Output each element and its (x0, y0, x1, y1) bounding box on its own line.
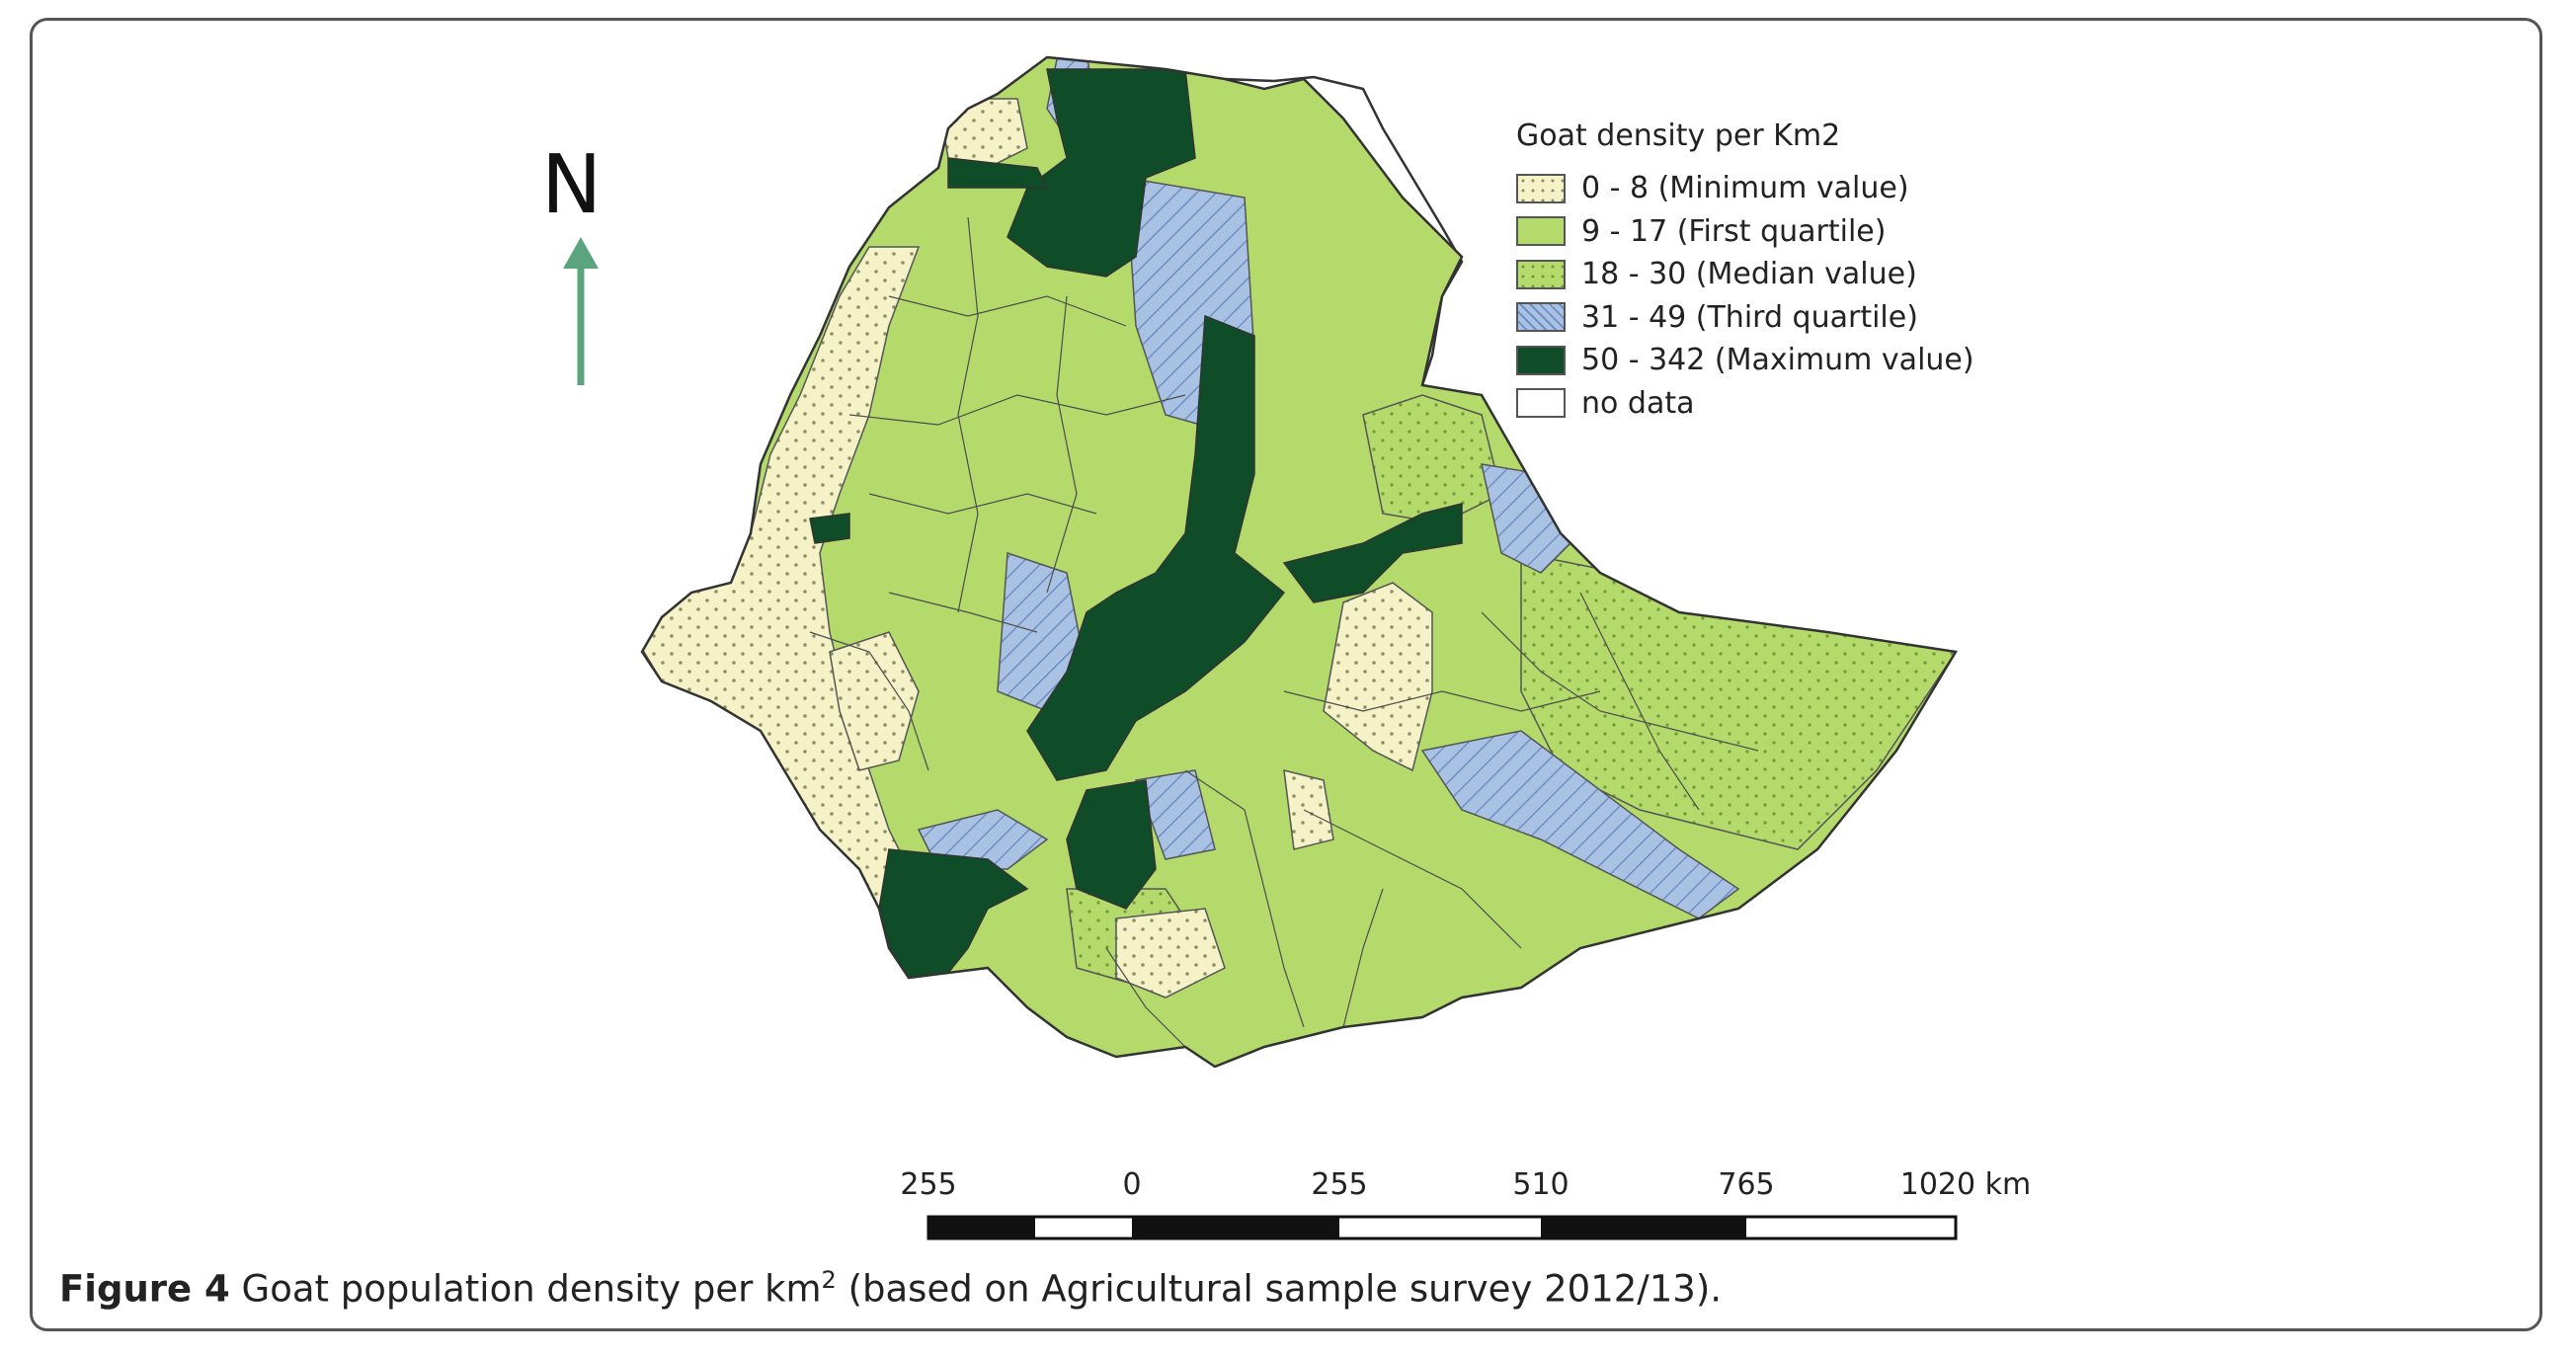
region-northeast-median (1362, 394, 1502, 524)
legend-item-first-quartile: 9 - 17 (First quartile) (1516, 210, 1974, 254)
scale-segment-2 (1132, 1217, 1339, 1238)
legend-label: 9 - 17 (First quartile) (1581, 213, 1887, 249)
region-east-third-quartile-b (1420, 730, 1740, 919)
caption-superscript: 2 (821, 1266, 837, 1294)
region-central-maximum (1026, 314, 1286, 781)
legend-item-third-quartile: 31 - 49 (Third quartile) (1516, 296, 1974, 340)
scale-segment-3 (1541, 1217, 1746, 1238)
region-south-third-quartile (1134, 769, 1216, 860)
region-south-maximum (1066, 779, 1157, 910)
admin-boundaries (809, 216, 1759, 1048)
figure-label: Figure 4 (59, 1267, 230, 1311)
legend-swatch-median (1516, 259, 1566, 289)
legend-label: 0 - 8 (Minimum value) (1581, 171, 1909, 206)
caption-text-end: (based on Agricultural sample survey 201… (836, 1267, 1723, 1311)
region-central-minimum (829, 631, 920, 771)
legend-label: 18 - 30 (Median value) (1581, 257, 1917, 292)
legend-swatch-first-quartile (1516, 216, 1566, 247)
legend-label: 50 - 342 (Maximum value) (1581, 343, 1974, 378)
country-outline (640, 55, 1959, 1069)
legend-item-maximum: 50 - 342 (Maximum value) (1516, 339, 1974, 382)
north-label: N (541, 138, 603, 232)
region-east-minimum (1323, 582, 1433, 772)
figure-caption: Figure 4 Goat population density per km2… (59, 1266, 1722, 1310)
scale-segment-1 (928, 1217, 1035, 1238)
legend-label: no data (1581, 385, 1695, 421)
legend-item-minimum: 0 - 8 (Minimum value) (1516, 167, 1974, 210)
map-legend: Goat density per Km2 0 - 8 (Minimum valu… (1516, 119, 1974, 425)
region-south-minimum (1115, 908, 1226, 999)
legend-swatch-no-data (1516, 388, 1566, 419)
north-arrow-icon (563, 237, 599, 385)
scale-label-1020-km: 1020 km (1899, 1167, 2032, 1202)
legend-swatch-maximum (1516, 345, 1566, 375)
legend-item-no-data: no data (1516, 382, 1974, 426)
region-west-maximum (809, 513, 850, 544)
legend-swatch-third-quartile (1516, 302, 1566, 333)
scale-label-765: 765 (1718, 1167, 1775, 1202)
scale-bar (926, 1215, 1958, 1240)
region-east-maximum (1282, 503, 1463, 603)
legend-label: 31 - 49 (Third quartile) (1581, 299, 1918, 335)
caption-text: Goat population density per km (241, 1267, 822, 1311)
region-southcentral-minimum (1283, 769, 1334, 850)
region-north-maximum-strip (947, 157, 1049, 189)
legend-swatch-minimum (1516, 173, 1566, 203)
scale-label-255: 255 (1311, 1167, 1368, 1202)
scale-label-255-left: 255 (900, 1167, 957, 1202)
scale-label-0: 0 (1122, 1167, 1142, 1202)
legend-item-median: 18 - 30 (Median value) (1516, 253, 1974, 296)
scale-label-510: 510 (1512, 1167, 1570, 1202)
legend-title: Goat density per Km2 (1516, 119, 1841, 153)
region-north-maximum (1006, 68, 1196, 278)
